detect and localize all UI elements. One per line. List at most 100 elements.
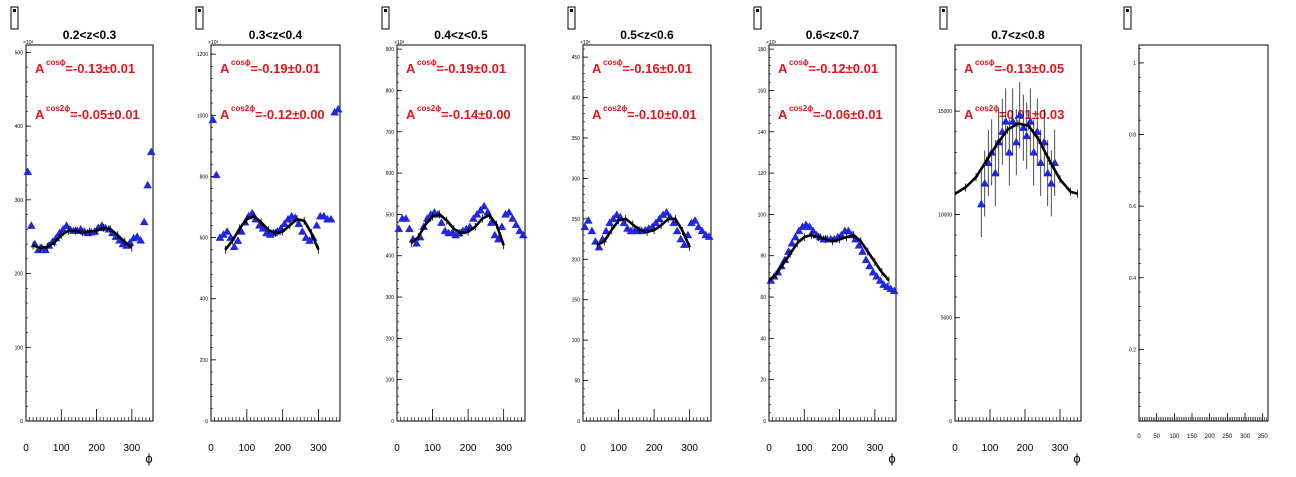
data-point	[301, 233, 311, 241]
chart-title: 0.7<z<0.8	[991, 28, 1045, 42]
y-tick-label: 450	[572, 55, 581, 61]
data-point	[605, 218, 615, 227]
data-point	[437, 218, 446, 226]
data-point	[655, 214, 664, 223]
annotation-base: A	[592, 61, 602, 76]
data-point	[490, 230, 500, 239]
data-point	[676, 234, 686, 243]
data-point	[405, 224, 414, 233]
y-tick-label: 100	[15, 345, 24, 351]
data-point	[326, 214, 336, 223]
x-tick-label: 100	[1169, 434, 1180, 440]
x-tick-label: 300	[866, 443, 883, 454]
data-point	[704, 232, 714, 240]
y-tick-label: 350	[572, 136, 581, 142]
y-tick-label: 60	[760, 295, 766, 301]
y-tick-label: 0.6	[1129, 204, 1136, 210]
panel-1: 0.2<z<0.3 ×10³ 0 100 200 300 400 500 0 100 200 300 ϕ…	[10, 6, 156, 466]
annotation-value: =-0.14±0.00	[441, 107, 511, 122]
x-axis-label: ϕ	[145, 451, 152, 466]
data-point	[518, 230, 528, 239]
x-tick-label: 300	[1240, 434, 1251, 440]
data-point	[861, 255, 871, 264]
x-tick-label: 100	[238, 443, 255, 454]
y-tick-label: 40	[760, 336, 766, 342]
data-point	[1018, 123, 1028, 131]
annotation-superscript: cosϕ	[231, 58, 251, 67]
y-tick-label: 900	[386, 47, 395, 53]
data-point	[980, 179, 990, 187]
y-tick-label: 0	[949, 419, 952, 425]
annotation-value: =-0.16±0.01	[622, 61, 692, 76]
y-tick-label: 5000	[941, 316, 952, 322]
y-tick-label: 400	[572, 96, 581, 102]
x-tick-label: 200	[88, 443, 105, 454]
x-axis-label: ϕ	[1073, 451, 1080, 466]
y-tick-label: 800	[386, 88, 395, 94]
annotation-superscript: cos2ϕ	[46, 104, 70, 113]
data-point	[508, 214, 517, 222]
y-tick-label: 120	[758, 171, 767, 177]
chart-title: 0.3<z<0.4	[249, 28, 303, 42]
annotation-base: A	[778, 61, 788, 76]
pad-label-icon	[939, 6, 948, 30]
data-point	[146, 147, 156, 156]
x-tick-label: 50	[1153, 434, 1160, 440]
y-tick-label: 100	[386, 378, 395, 384]
annotation-base: A	[592, 107, 602, 122]
data-point	[662, 207, 671, 216]
x-tick-label: 100	[610, 443, 627, 454]
y-tick-label: 250	[572, 217, 581, 223]
data-point	[791, 232, 800, 241]
x-tick-label: 0	[580, 443, 586, 454]
data-point	[1043, 168, 1053, 177]
x-tick-label: 300	[681, 443, 698, 454]
annotation-value: =-0.12±0.01	[808, 61, 878, 76]
y-tick-label: 0	[391, 419, 394, 425]
data-point	[672, 226, 682, 235]
data-point	[844, 226, 853, 235]
fit-curve	[224, 214, 320, 251]
data-point	[976, 199, 986, 208]
x-tick-label: 0	[23, 443, 29, 454]
annotation-superscript: cos2ϕ	[231, 104, 255, 113]
y-tick-label: 15000	[938, 109, 952, 115]
pad-label-icon	[10, 6, 19, 30]
annotation-superscript: cos2ϕ	[603, 104, 627, 113]
y-tick-label: 1000	[197, 113, 208, 119]
x-tick-label: 300	[310, 443, 327, 454]
panel-6: 0.7<z<0.8 0 5000 10000 15000 0 100 200 300 ϕ A cosϕ…	[938, 6, 1082, 466]
annotation-base: A	[964, 61, 974, 76]
data-point	[872, 271, 881, 280]
x-tick-label: 100	[982, 443, 999, 454]
data-point	[139, 217, 149, 226]
data-point	[298, 227, 307, 235]
data-point	[690, 216, 700, 224]
annotation-value: =-0.19±0.01	[250, 61, 320, 76]
y-tick-label: 0.2	[1129, 347, 1136, 353]
data-point	[1022, 131, 1032, 140]
annotation-superscript: cos2ϕ	[789, 104, 813, 113]
data-point	[472, 210, 482, 218]
annotation-superscript: cos2ϕ	[417, 104, 441, 113]
data-point	[875, 276, 885, 284]
data-point	[1015, 110, 1025, 119]
y-tick-label: 800	[200, 174, 209, 180]
data-point	[412, 238, 421, 247]
y-tick-label: 0	[577, 419, 580, 425]
y-tick-label: 100	[572, 338, 581, 344]
annotation-superscript: cosϕ	[975, 58, 995, 67]
y-tick-label: 0	[20, 419, 23, 425]
data-point	[476, 205, 485, 214]
annotation-superscript: cosϕ	[789, 58, 809, 67]
x-tick-label: 100	[424, 443, 441, 454]
data-point	[679, 240, 689, 248]
